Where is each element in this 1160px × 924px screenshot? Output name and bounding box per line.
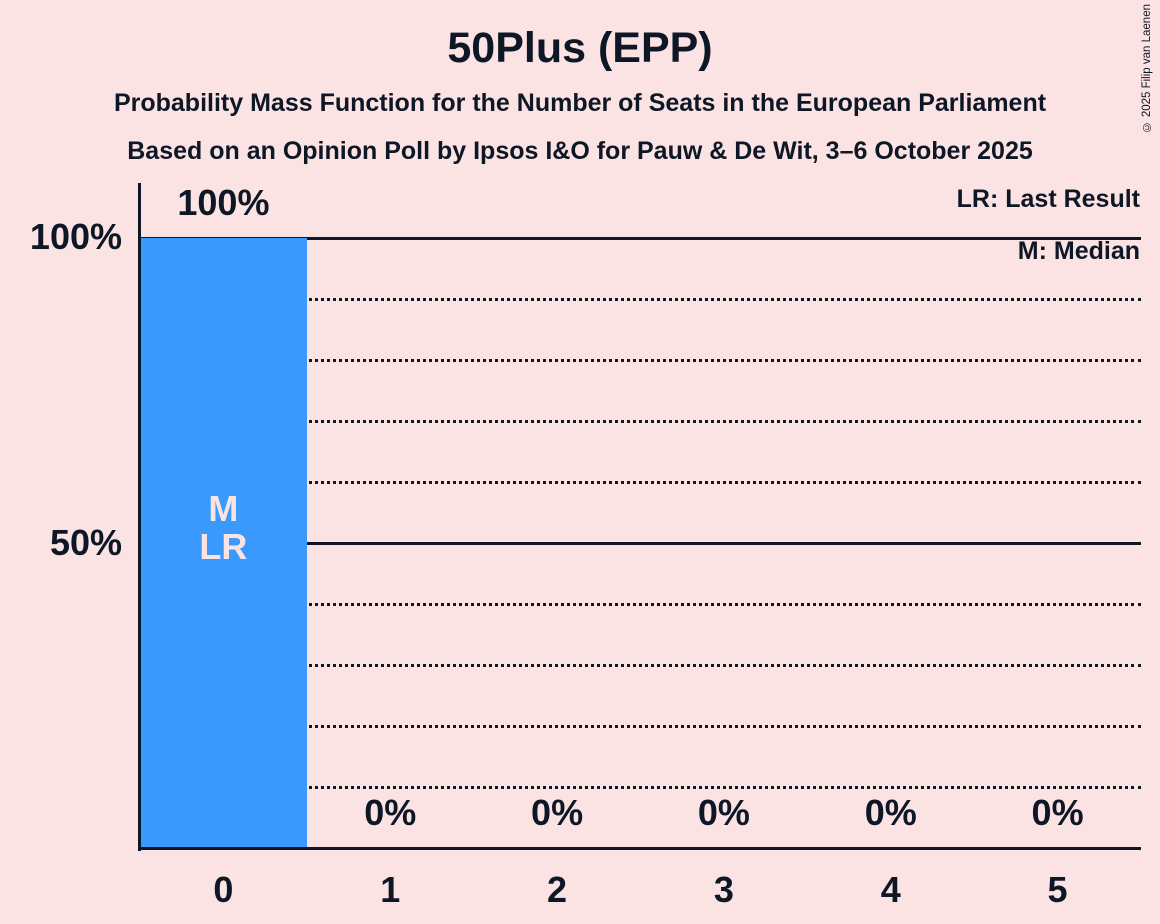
gridline-dotted-30: [140, 663, 1141, 667]
bar-annotation-median: M: [208, 488, 239, 529]
gridline-dotted-70: [140, 419, 1141, 423]
x-axis-tick-label-1: 1: [380, 869, 401, 910]
y-axis-line: [138, 183, 141, 851]
gridline-solid-100: [140, 236, 1141, 240]
legend-last-result: LR: Last Result: [956, 185, 1140, 213]
bar-value-label-0: 100%: [177, 182, 270, 223]
bar-annotation-last-result: LR: [199, 526, 248, 567]
bar-value-label-1: 0%: [364, 792, 417, 833]
y-axis-tick-label-50: 50%: [49, 522, 122, 563]
gridline-dotted-60: [140, 480, 1141, 484]
chart-subtitle-line-1: Probability Mass Function for the Number…: [113, 89, 1047, 117]
x-axis-tick-label-5: 5: [1047, 869, 1068, 910]
gridline-dotted-10: [140, 785, 1141, 789]
x-axis-tick-label-2: 2: [547, 869, 568, 910]
bar-value-label-2: 0%: [531, 792, 584, 833]
gridline-dotted-40: [140, 602, 1141, 606]
x-axis-tick-label-3: 3: [713, 869, 734, 910]
bar-value-label-5: 0%: [1031, 792, 1084, 833]
x-axis-line: [138, 847, 1141, 850]
x-axis-tick-label-0: 0: [213, 869, 234, 910]
legend-median: M: Median: [1017, 237, 1140, 265]
copyright-notice: © 2025 Filip van Laenen: [1141, 4, 1153, 133]
bar-value-label-3: 0%: [697, 792, 750, 833]
bar-value-label-4: 0%: [864, 792, 917, 833]
bar-seats-0: [140, 238, 307, 847]
x-axis-tick-label-4: 4: [880, 869, 901, 910]
y-axis-tick-label-100: 100%: [29, 216, 122, 257]
chart-title: 50Plus (EPP): [447, 24, 713, 72]
gridline-dotted-80: [140, 358, 1141, 362]
gridline-solid-50: [140, 541, 1141, 545]
gridline-dotted-90: [140, 297, 1141, 301]
gridline-dotted-20: [140, 724, 1141, 728]
chart-subtitle-line-2: Based on an Opinion Poll by Ipsos I&O fo…: [127, 137, 1033, 165]
